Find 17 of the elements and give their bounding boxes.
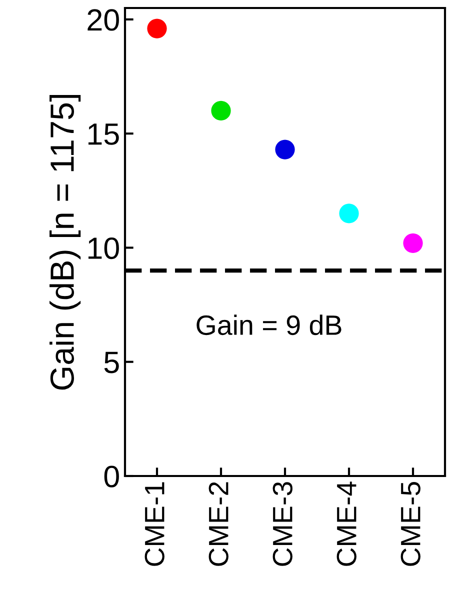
x-tick-label: CME-4 xyxy=(336,482,356,566)
point xyxy=(339,204,359,224)
y-tick-label: 10 xyxy=(88,237,119,260)
point xyxy=(275,140,295,160)
point xyxy=(211,100,231,121)
y-tick-label: 15 xyxy=(88,124,119,145)
x-tick-label: CME-1 xyxy=(144,482,164,566)
x-tick-label: CME-5 xyxy=(400,482,420,566)
y-tick-label: 5 xyxy=(104,352,119,374)
ref-line-label: Gain = 9 dB xyxy=(196,314,342,336)
point xyxy=(403,233,423,253)
x-tick-label: CME-2 xyxy=(208,482,228,566)
y-tick-label: 0 xyxy=(104,466,119,488)
point xyxy=(147,18,167,38)
y-tick-label: 20 xyxy=(88,9,119,31)
y-axis-title: Gain (dB) [n = 1175] xyxy=(50,95,81,390)
x-tick-label: CME-3 xyxy=(272,482,292,566)
